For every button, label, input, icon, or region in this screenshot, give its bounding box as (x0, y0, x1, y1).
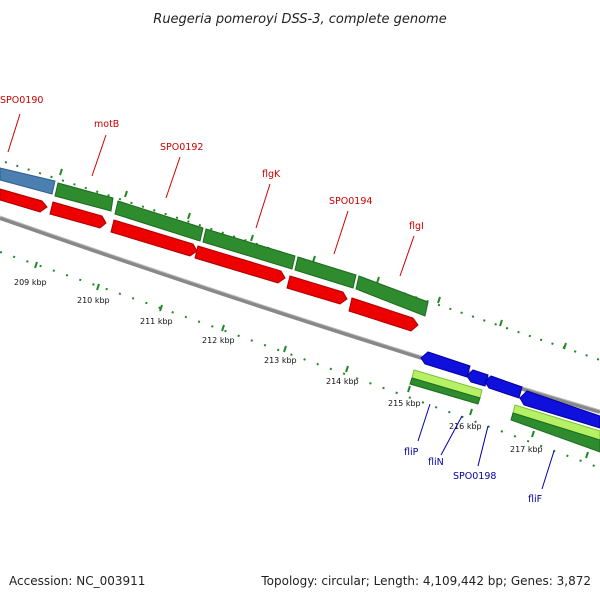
kbp-label: 214 kbp (326, 377, 359, 386)
kbp-label: 215 kbp (388, 399, 421, 408)
gene-label-spo0192[interactable]: SPO0192 (160, 142, 203, 153)
gene-bar-flgi[interactable] (355, 275, 429, 317)
kbp-label: 210 kbp (77, 296, 110, 305)
cds-arrow-spo0192[interactable] (110, 219, 198, 257)
cds-arrow-flgk[interactable] (194, 245, 286, 284)
kbp-label: 209 kbp (14, 278, 47, 287)
gene-label-flgi[interactable]: flgI (409, 221, 424, 232)
gene-bar-flif[interactable] (512, 404, 600, 441)
forward-leader-lines (7, 113, 415, 277)
gene-bar-flgk[interactable] (202, 228, 296, 270)
gene-bar-flip-lower[interactable] (409, 377, 481, 405)
reverse-blue-track (420, 351, 600, 429)
kbp-label: 216 kbp (449, 422, 482, 431)
reverse-gene-track (409, 369, 600, 453)
gene-label-flif[interactable]: fliF (528, 494, 542, 505)
gene-label-spo0198[interactable]: SPO0198 (453, 471, 496, 482)
cds-arrow-spo0198[interactable] (484, 375, 523, 399)
reverse-leader-lines (417, 403, 555, 490)
map-title: Ruegeria pomeroyi DSS-3, complete genome (153, 12, 446, 27)
kbp-labels: 209 kbp 210 kbp 211 kbp 212 kbp 213 kbp … (14, 278, 543, 454)
kbp-label: 212 kbp (202, 336, 235, 345)
cds-arrow-flgi[interactable] (348, 297, 419, 332)
gene-label-flin[interactable]: fliN (428, 457, 444, 468)
gene-bar-spo0192[interactable] (114, 200, 204, 242)
gene-bar-spo0194[interactable] (294, 256, 357, 289)
gene-bar-motb[interactable] (54, 182, 114, 212)
cds-arrow-flip[interactable] (420, 351, 471, 378)
cds-arrow-spo0190[interactable] (0, 188, 48, 213)
gene-label-spo0194[interactable]: SPO0194 (329, 196, 372, 207)
gene-label-flip[interactable]: fliP (404, 447, 419, 458)
gene-label-spo0190[interactable]: SPO0190 (0, 95, 43, 106)
cds-arrow-flif[interactable] (519, 390, 600, 429)
kbp-label: 213 kbp (264, 356, 297, 365)
accession-text: Accession: NC_003911 (9, 574, 145, 588)
gene-bar-spo0190[interactable] (0, 167, 56, 195)
cds-arrow-motb[interactable] (49, 201, 107, 229)
cds-arrow-flin[interactable] (466, 369, 489, 387)
forward-top-track (0, 167, 429, 317)
kbp-label: 217 kbp (510, 445, 543, 454)
kbp-label: 211 kbp (140, 317, 173, 326)
upper-major-ticks (59, 168, 567, 350)
gene-label-motb[interactable]: motB (94, 119, 119, 130)
topology-text: Topology: circular; Length: 4,109,442 bp… (260, 574, 591, 588)
backbone-highlight (0, 215, 600, 411)
gene-bar-flif-lower[interactable] (510, 412, 600, 453)
cds-arrow-spo0194[interactable] (286, 275, 348, 305)
gene-labels: SPO0190 motB SPO0192 flgK SPO0194 flgI f… (0, 95, 542, 505)
forward-red-track (0, 188, 419, 332)
gene-label-flgk[interactable]: flgK (262, 169, 281, 180)
lower-major-ticks (34, 261, 589, 459)
